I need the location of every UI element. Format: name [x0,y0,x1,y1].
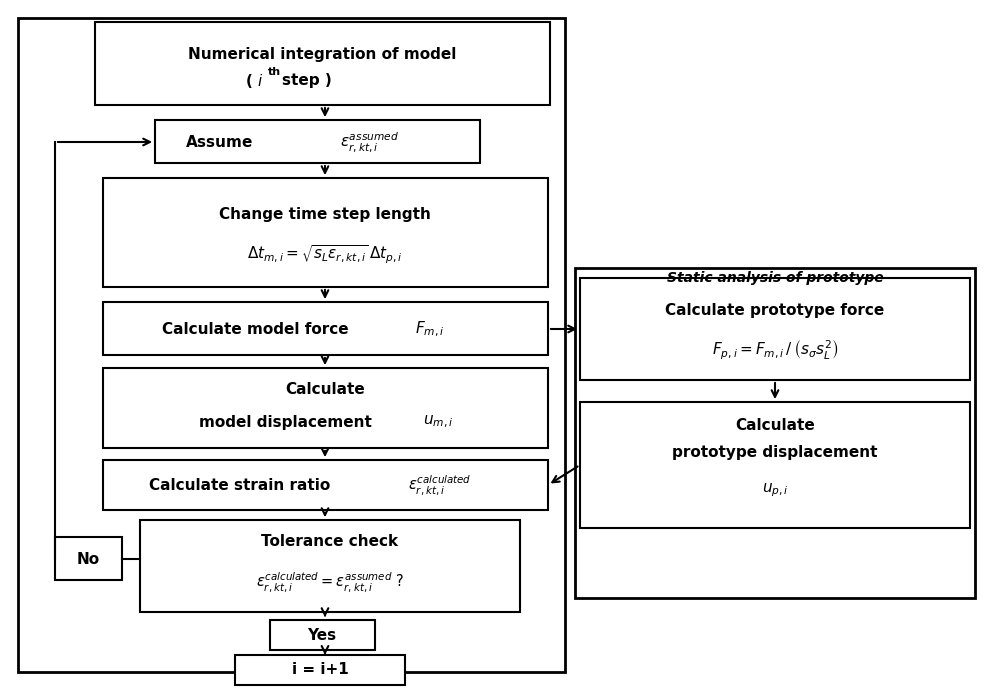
Text: $F_{m,i}$: $F_{m,i}$ [416,319,445,339]
Text: Yes: Yes [308,627,337,642]
Text: Calculate strain ratio: Calculate strain ratio [150,477,331,493]
FancyBboxPatch shape [103,178,548,287]
Text: Calculate prototype force: Calculate prototype force [665,302,885,317]
Text: $F_{p,i} = F_{m,i}\,/\,\left(s_\sigma s_L^2\right)$: $F_{p,i} = F_{m,i}\,/\,\left(s_\sigma s_… [711,338,838,362]
Text: $\varepsilon_{r,kt,i}^{calculated}$: $\varepsilon_{r,kt,i}^{calculated}$ [409,473,472,497]
Text: Calculate: Calculate [285,382,365,397]
Text: $u_{m,i}$: $u_{m,i}$ [423,414,454,430]
FancyBboxPatch shape [140,520,520,612]
FancyBboxPatch shape [580,402,970,528]
FancyBboxPatch shape [55,537,122,580]
Text: step ): step ) [282,74,332,88]
FancyBboxPatch shape [103,302,548,355]
Text: Tolerance check: Tolerance check [262,535,399,549]
Text: ( $\mathit{i}$: ( $\mathit{i}$ [245,72,263,90]
Text: Change time step length: Change time step length [219,208,431,222]
FancyBboxPatch shape [103,368,548,448]
Text: Numerical integration of model: Numerical integration of model [188,46,457,61]
Text: Calculate model force: Calculate model force [162,322,349,337]
Text: th: th [268,67,281,77]
Text: i = i+1: i = i+1 [292,662,349,678]
FancyBboxPatch shape [270,620,375,650]
Text: No: No [77,551,100,566]
FancyBboxPatch shape [580,278,970,380]
Text: $u_{p,i}$: $u_{p,i}$ [761,481,788,499]
FancyBboxPatch shape [235,655,405,685]
FancyBboxPatch shape [155,120,480,163]
Text: $\mathbf{Assume}$: $\mathbf{Assume}$ [185,134,259,150]
Text: Static analysis of prototype: Static analysis of prototype [666,271,883,285]
FancyBboxPatch shape [103,460,548,510]
Text: $\varepsilon_{r,kt,i}^{calculated} = \varepsilon_{r,kt,i}^{assumed}\ ?$: $\varepsilon_{r,kt,i}^{calculated} = \va… [256,570,405,594]
Text: model displacement: model displacement [199,415,372,429]
Text: prototype displacement: prototype displacement [672,446,878,460]
Text: $\Delta t_{m,i} = \sqrt{s_L \varepsilon_{r,kt,i}}\,\Delta t_{p,i}$: $\Delta t_{m,i} = \sqrt{s_L \varepsilon_… [247,244,403,266]
FancyBboxPatch shape [95,22,550,105]
Text: Calculate: Calculate [735,417,815,433]
Text: $\varepsilon_{r,kt,i}^{assumed}$: $\varepsilon_{r,kt,i}^{assumed}$ [341,130,400,154]
